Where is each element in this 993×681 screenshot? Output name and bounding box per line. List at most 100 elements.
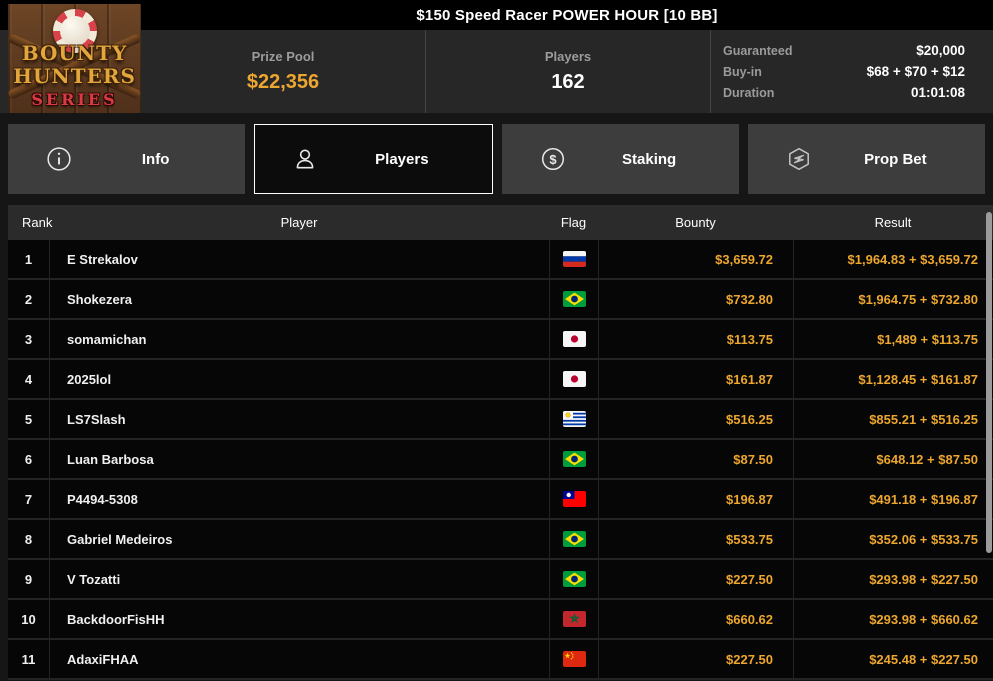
rank-cell: 4 (24, 371, 33, 387)
bounty-hunters-series-logo: BOUNTY HUNTERS SERIES (8, 4, 141, 113)
flag-cell (549, 480, 598, 518)
bounty-cell: $113.75 (598, 320, 793, 358)
logo-word-series: SERIES (31, 90, 118, 109)
column-header-rank: Rank (22, 215, 53, 230)
japan-flag-icon (562, 371, 586, 387)
column-header-bounty: Bounty (675, 215, 716, 230)
tab-staking-label: Staking (622, 150, 677, 168)
logo-word-hunters: HUNTERS (13, 64, 136, 88)
bounty-cell: $533.75 (598, 520, 793, 558)
player-cell: P4494-5308 (49, 480, 549, 518)
bounty-cell: $3,659.72 (598, 240, 793, 278)
table-row[interactable]: 4 2025lol $161.87 $1,128.45 + $161.87 (8, 360, 993, 400)
bounty-cell: $227.50 (598, 560, 793, 598)
table-row[interactable]: 10 BackdoorFisHH $660.62 $293.98 + $660.… (8, 600, 993, 640)
table-row[interactable]: 3 somamichan $113.75 $1,489 + $113.75 (8, 320, 993, 360)
player-cell: Luan Barbosa (49, 440, 549, 478)
tab-info[interactable]: Info (8, 124, 246, 194)
players-count-section: Players 162 (425, 30, 710, 113)
players-count-label: Players (544, 49, 592, 64)
prop-bet-icon (788, 147, 809, 171)
rank-cell: 11 (21, 651, 36, 667)
flag-cell (549, 400, 598, 438)
svg-text:$: $ (549, 152, 557, 167)
bounty-cell: $516.25 (598, 400, 793, 438)
tab-prop-bet-label: Prop Bet (864, 150, 927, 168)
player-cell: V Tozatti (49, 560, 549, 598)
table-row[interactable]: 8 Gabriel Medeiros $533.75 $352.06 + $53… (8, 520, 993, 560)
tab-players[interactable]: Players (254, 124, 493, 194)
bounty-cell: $196.87 (598, 480, 793, 518)
result-cell: $293.98 + $227.50 (793, 560, 993, 598)
buyin-value: $68 + $70 + $12 (866, 64, 965, 79)
tournament-details-section: Guaranteed $20,000 Buy-in $68 + $70 + $1… (710, 30, 993, 113)
rank-cell: 7 (24, 491, 33, 507)
table-row[interactable]: 6 Luan Barbosa $87.50 $648.12 + $87.50 (8, 440, 993, 480)
tab-info-label: Info (141, 150, 170, 168)
bounty-cell: $161.87 (598, 360, 793, 398)
staking-icon: $ (541, 147, 564, 171)
player-cell: LS7Slash (49, 400, 549, 438)
flag-cell (549, 320, 598, 358)
guaranteed-value: $20,000 (916, 43, 965, 58)
rank-cell: 1 (24, 251, 33, 267)
rank-cell: 9 (24, 571, 33, 587)
result-cell: $1,489 + $113.75 (793, 320, 993, 358)
duration-row: Duration 01:01:08 (723, 85, 965, 100)
guaranteed-row: Guaranteed $20,000 (723, 43, 965, 58)
player-cell: Shokezera (49, 280, 549, 318)
result-cell: $1,128.45 + $161.87 (793, 360, 993, 398)
poker-chip-icon (52, 9, 97, 53)
rank-cell: 10 (21, 611, 36, 627)
table-row[interactable]: 11 AdaxiFHAA $227.50 $245.48 + $227.50 (8, 640, 993, 680)
table-row[interactable]: 9 V Tozatti $227.50 $293.98 + $227.50 (8, 560, 993, 600)
brazil-flag-icon (562, 531, 586, 547)
result-cell: $245.48 + $227.50 (793, 640, 993, 678)
flag-cell (549, 280, 598, 318)
table-row[interactable]: 1 E Strekalov $3,659.72 $1,964.83 + $3,6… (8, 240, 993, 280)
player-cell: 2025lol (49, 360, 549, 398)
flag-cell (549, 240, 598, 278)
player-cell: BackdoorFisHH (49, 600, 549, 638)
flag-cell (549, 640, 598, 678)
tab-players-label: Players (375, 150, 429, 168)
russia-flag-icon (562, 251, 586, 267)
result-cell: $293.98 + $660.62 (793, 600, 993, 638)
player-cell: AdaxiFHAA (49, 640, 549, 678)
rank-cell: 6 (24, 451, 33, 467)
table-row[interactable]: 5 LS7Slash $516.25 $855.21 + $516.25 (8, 400, 993, 440)
column-header-result: Result (874, 215, 912, 230)
tab-prop-bet[interactable]: Prop Bet (747, 124, 985, 194)
result-cell: $1,964.83 + $3,659.72 (793, 240, 993, 278)
brazil-flag-icon (562, 571, 586, 587)
bounty-cell: $87.50 (598, 440, 793, 478)
bounty-cell: $732.80 (598, 280, 793, 318)
flag-cell (549, 440, 598, 478)
result-cell: $855.21 + $516.25 (793, 400, 993, 438)
duration-value: 01:01:08 (910, 85, 965, 100)
table-row[interactable]: 2 Shokezera $732.80 $1,964.75 + $732.80 (8, 280, 993, 320)
result-cell: $1,964.75 + $732.80 (793, 280, 993, 318)
table-header: Rank Player Flag Bounty Result (8, 205, 993, 240)
rank-cell: 3 (24, 331, 33, 347)
china-flag-icon (562, 651, 586, 667)
rank-cell: 2 (24, 291, 33, 307)
table-row[interactable]: 7 P4494-5308 $196.87 $491.18 + $196.87 (8, 480, 993, 520)
players-icon (296, 149, 314, 169)
morocco-flag-icon (562, 611, 586, 627)
bounty-cell: $227.50 (598, 640, 793, 678)
table-body: 1 E Strekalov $3,659.72 $1,964.83 + $3,6… (8, 240, 993, 680)
tournament-title: $150 Speed Racer POWER HOUR [10 BB] (416, 6, 718, 24)
logo-word-bounty: BOUNTY (21, 41, 128, 65)
prize-pool-section: Prize Pool $22,356 (141, 30, 425, 113)
japan-flag-icon (562, 331, 586, 347)
column-header-flag: Flag (560, 215, 587, 230)
logo-text: BOUNTY HUNTERS SERIES (8, 42, 141, 110)
info-icon (47, 147, 71, 171)
players-count-value: 162 (551, 71, 585, 93)
prize-pool-label: Prize Pool (251, 49, 315, 64)
tab-staking[interactable]: $ Staking (501, 124, 739, 194)
scrollbar-thumb[interactable] (986, 212, 992, 553)
stats-bar: Prize Pool $22,356 Players 162 Guarantee… (0, 30, 993, 113)
duration-label: Duration (723, 85, 775, 100)
